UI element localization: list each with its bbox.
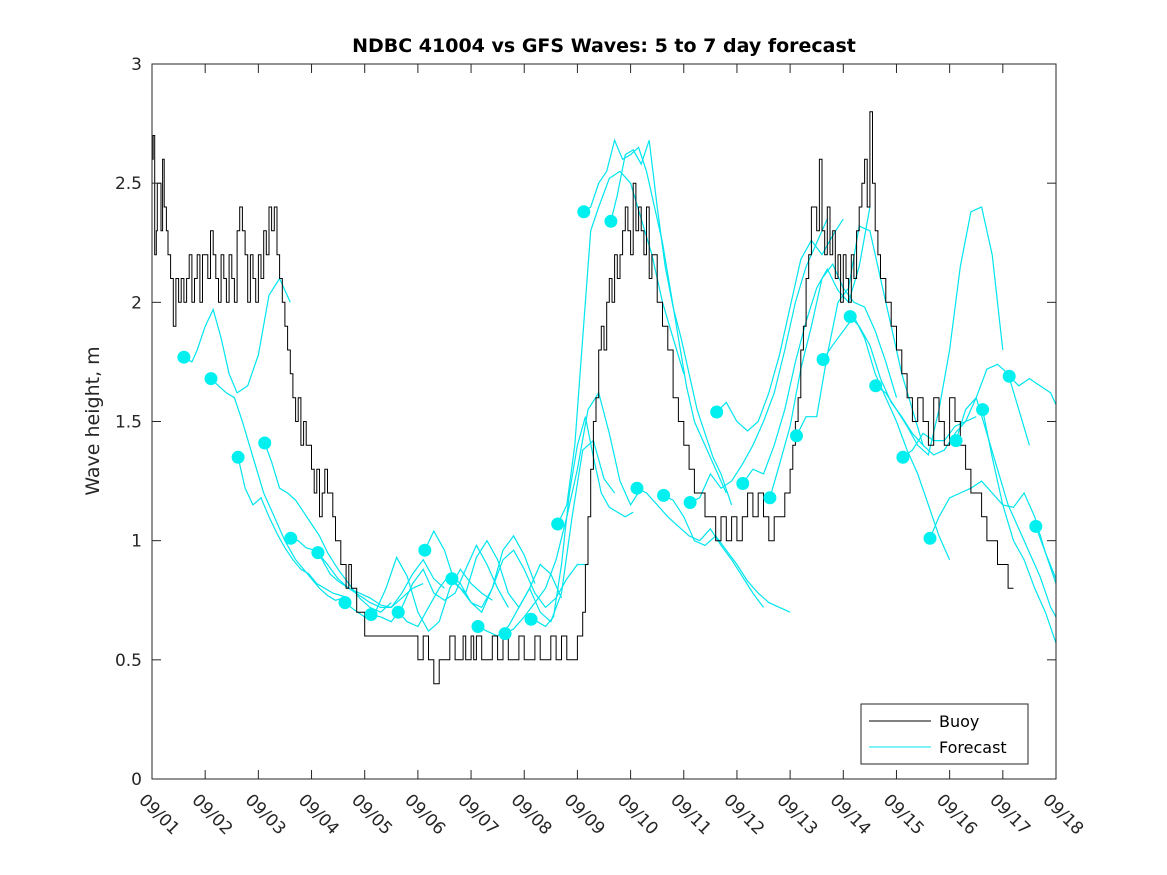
y-tick-label: 0.5	[115, 651, 142, 671]
x-tick-label: 09/11	[666, 790, 715, 839]
forecast-line	[530, 416, 634, 628]
forecast-line	[769, 263, 898, 498]
forecast-marker	[843, 310, 857, 324]
x-tick-label: 09/05	[347, 790, 396, 839]
x-tick-label: 09/16	[932, 790, 981, 839]
forecast-line	[183, 277, 291, 394]
forecast-line	[583, 138, 727, 494]
forecast-marker	[736, 477, 750, 490]
forecast-marker	[258, 436, 272, 450]
y-tick-label: 2	[131, 293, 142, 313]
forecast-line	[663, 494, 791, 613]
forecast-marker	[630, 481, 644, 495]
x-tick-label: 09/15	[879, 790, 928, 839]
forecast-line	[636, 487, 764, 608]
forecast-marker	[869, 379, 883, 393]
forecast-marker	[284, 531, 298, 545]
forecast-line	[370, 544, 509, 623]
forecast-line	[849, 316, 977, 456]
forecast-line	[1008, 375, 1057, 406]
x-tick-label: 09/10	[613, 790, 662, 839]
x-tick-label: 09/18	[1038, 790, 1087, 839]
y-tick-label: 1.5	[115, 413, 142, 433]
forecast-marker	[231, 450, 245, 464]
forecast-line	[982, 409, 1057, 644]
x-tick-label: 09/03	[241, 790, 290, 839]
x-tick-label: 09/14	[826, 790, 875, 839]
forecast-marker	[710, 405, 724, 419]
forecast-marker	[391, 605, 405, 619]
forecast-line	[424, 529, 563, 609]
forecast-line	[716, 218, 844, 432]
legend[interactable]: Buoy Forecast	[860, 703, 1029, 765]
forecast-marker	[816, 353, 830, 366]
legend-label-forecast: Forecast	[939, 738, 1007, 757]
forecast-line	[610, 140, 733, 506]
forecast-marker	[551, 517, 565, 531]
y-tick-label: 0	[131, 770, 142, 790]
x-tick-label: 09/01	[134, 790, 183, 839]
forecast-marker	[524, 612, 538, 626]
forecast-line	[264, 442, 392, 613]
y-tick-label: 3	[131, 55, 142, 75]
forecast-line	[929, 480, 1057, 584]
forecast-marker	[177, 350, 191, 364]
forecast-marker	[311, 546, 325, 560]
y-tick-label: 1	[131, 532, 142, 552]
forecast-marker	[364, 608, 378, 621]
forecast-line	[955, 396, 1057, 618]
y-axis-label: Wave height, m	[82, 346, 104, 495]
forecast-line	[451, 549, 588, 614]
x-tick-label: 09/12	[719, 790, 768, 839]
forecast-marker	[790, 429, 803, 443]
forecast-markers	[177, 205, 1043, 641]
forecast-line	[689, 218, 828, 504]
forecast-marker	[577, 205, 591, 219]
forecast-marker	[418, 543, 432, 557]
forecast-line	[822, 315, 951, 560]
forecast-marker	[763, 491, 777, 505]
forecast-line	[504, 391, 642, 635]
forecast-line	[237, 457, 349, 599]
forecast-marker	[976, 403, 990, 417]
forecast-marker	[923, 531, 937, 545]
y-tick-label: 2.5	[115, 174, 142, 194]
legend-label-buoy: Buoy	[939, 712, 979, 731]
x-tick-label: 09/06	[400, 790, 449, 839]
legend-box	[860, 703, 1029, 765]
x-tick-label: 09/09	[560, 790, 609, 839]
forecast-marker	[204, 372, 218, 386]
x-tick-label: 09/17	[985, 790, 1034, 839]
x-tick-label: 09/13	[773, 790, 822, 839]
x-tick-label: 09/07	[454, 790, 503, 839]
buoy-line	[152, 111, 1014, 685]
forecast-marker	[949, 434, 963, 448]
plot-background	[152, 64, 1056, 779]
forecast-line	[317, 552, 445, 609]
forecast-marker	[683, 496, 697, 509]
forecast-marker	[1002, 369, 1016, 383]
forecast-line	[1035, 526, 1057, 580]
x-tick-label: 09/02	[188, 790, 237, 839]
forecast-line	[557, 170, 685, 525]
y-axis-ticks: 0 0.5 1 1.5 2 2.5 3	[115, 55, 1056, 790]
x-tick-label: 09/08	[507, 790, 556, 839]
plot-area	[152, 64, 1057, 779]
forecast-marker	[657, 488, 671, 502]
x-tick-label: 09/04	[294, 790, 343, 839]
forecast-marker	[896, 450, 910, 464]
chart-title: NDBC 41004 vs GFS Waves: 5 to 7 day fore…	[352, 35, 856, 57]
forecast-marker	[1029, 519, 1043, 533]
forecast-marker	[471, 620, 485, 633]
forecast-marker	[338, 596, 352, 610]
forecast-marker	[604, 214, 618, 228]
forecast-marker	[498, 627, 512, 641]
forecast-line	[210, 378, 344, 601]
forecast-marker	[445, 572, 459, 586]
